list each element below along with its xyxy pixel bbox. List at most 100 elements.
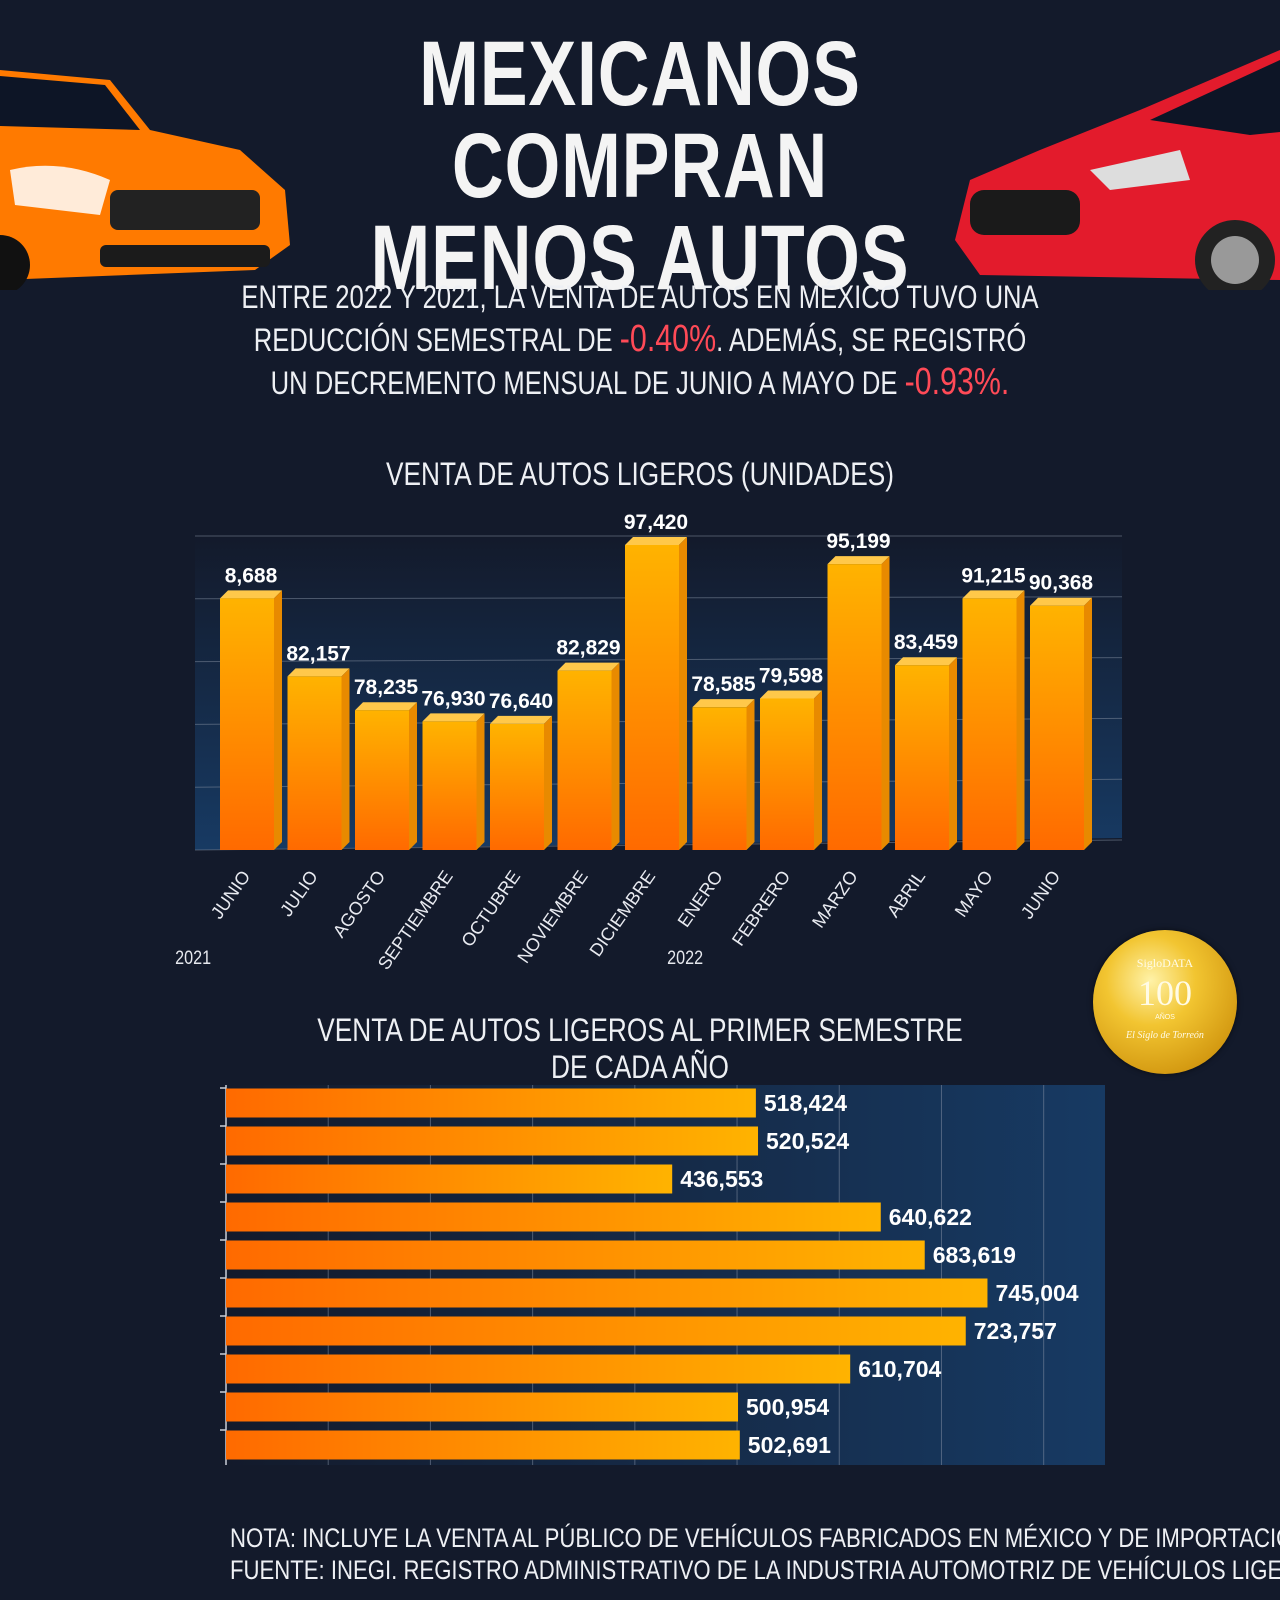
data-label: 500,954	[746, 1394, 829, 1420]
hbar	[226, 1430, 740, 1460]
bar-side-face	[409, 702, 417, 850]
data-label: 78,235	[354, 676, 419, 699]
bar-febrero	[760, 698, 814, 850]
semester-change-value: -0.40%	[619, 318, 717, 360]
year-label-2022: 2022	[667, 948, 704, 969]
hbar	[226, 1164, 673, 1194]
bar-side-face	[611, 662, 620, 850]
bar-junio	[220, 598, 274, 850]
hbar	[226, 1278, 988, 1308]
tick-label: JULIO	[276, 867, 322, 920]
bar-side-face	[341, 668, 350, 850]
bar-side-face	[476, 713, 485, 850]
data-label: 90,368	[1029, 572, 1094, 595]
tick-label: DICIEMBRE	[586, 867, 660, 960]
footer-source: FUENTE: INEGI. REGISTRO ADMINISTRATIVO D…	[230, 1555, 1280, 1585]
bar-top-face	[895, 657, 957, 666]
data-label: 745,004	[995, 1280, 1078, 1306]
bar-side-face	[679, 536, 687, 850]
intro-text: ENTRE 2022 Y 2021, LA VENTA DE AUTOS EN …	[241, 279, 1039, 403]
bar-top-face	[625, 536, 687, 545]
bar-septiembre	[422, 721, 477, 850]
footer-notes: NOTA: INCLUYE LA VENTA AL PÚBLICO DE VEH…	[230, 1522, 1280, 1586]
tick-label: JUNIO	[207, 867, 254, 923]
monthly-chart-title: VENTA DE AUTOS LIGEROS (UNIDADES)	[386, 456, 894, 492]
data-label: 78,585	[691, 673, 756, 696]
data-label: 518,424	[764, 1090, 847, 1116]
bar-abril	[895, 665, 949, 850]
data-label: 91,215	[961, 564, 1026, 587]
bar-noviembre	[557, 670, 612, 850]
bar-side-face	[814, 690, 822, 850]
tick-label: JUNIO	[1017, 867, 1064, 923]
tick-label: ABRIL	[883, 867, 929, 921]
data-label: 82,829	[556, 637, 620, 660]
tick-label: AGOSTO	[329, 867, 389, 941]
red-car-illustration	[955, 50, 1280, 290]
data-label: 83,459	[894, 631, 958, 654]
hbar	[226, 1354, 851, 1384]
data-label: 97,420	[624, 511, 688, 534]
tick-label: FEBRERO	[728, 867, 794, 950]
data-label: 95,199	[826, 530, 890, 553]
tick-label: NOVIEMBRE	[513, 867, 591, 967]
data-label: 8,688	[225, 564, 278, 587]
bar-top-face	[220, 590, 282, 599]
bar-side-face	[1016, 590, 1025, 850]
tick-label: ENERO	[674, 867, 727, 931]
tick-label: MAYO	[951, 867, 997, 921]
hbar	[226, 1316, 966, 1346]
bar-top-face	[962, 590, 1025, 599]
monthly-sales-bar-chart: 8,688JUNIO82,157JULIO78,235AGOSTO76,930S…	[194, 511, 1123, 970]
data-label: 82,157	[286, 642, 350, 665]
bar-marzo	[827, 564, 882, 850]
data-label: 76,930	[421, 687, 485, 710]
bar-side-face	[544, 715, 552, 850]
bar-top-face	[760, 690, 822, 699]
bar-side-face	[1084, 597, 1092, 850]
bar-mayo	[962, 598, 1017, 850]
bar-top-face	[827, 556, 890, 565]
bar-top-face	[422, 713, 485, 722]
hbar	[226, 1126, 759, 1156]
bar-top-face	[557, 662, 620, 671]
hbar	[226, 1240, 925, 1270]
page-title: MEXICANOS COMPRAN MENOS AUTOS	[370, 23, 910, 309]
bar-top-face	[355, 702, 417, 711]
bar-side-face	[881, 556, 890, 850]
tick-label: OCTUBRE	[457, 867, 524, 951]
hbar	[226, 1088, 756, 1118]
orange-car-illustration	[0, 70, 290, 290]
bar-side-face	[949, 657, 957, 850]
data-label: 502,691	[748, 1432, 831, 1458]
bar-top-face	[490, 715, 552, 724]
bar-side-face	[746, 699, 755, 850]
hbar	[226, 1392, 739, 1422]
data-label: 520,524	[766, 1128, 849, 1154]
bar-top-face	[287, 668, 350, 677]
anniversary-seal: SigloDATA 100 AÑOS El Siglo de Torreón	[1093, 930, 1237, 1074]
semester-chart-title: VENTA DE AUTOS LIGEROS AL PRIMER SEMESTR…	[317, 1012, 963, 1085]
bar-agosto	[355, 710, 409, 850]
data-label: 76,640	[489, 690, 553, 713]
data-label: 723,757	[974, 1318, 1057, 1344]
data-label: 640,622	[889, 1204, 972, 1230]
data-label: 683,619	[933, 1242, 1016, 1268]
tick-label: MARZO	[808, 867, 862, 932]
bar-diciembre	[625, 544, 679, 850]
hbar	[226, 1202, 881, 1232]
data-label: 79,598	[759, 664, 824, 687]
data-label: 610,704	[858, 1356, 941, 1382]
bar-octubre	[490, 723, 544, 850]
bar-julio	[287, 676, 342, 850]
bar-top-face	[692, 699, 755, 708]
bar-side-face	[274, 590, 282, 850]
data-label: 436,553	[680, 1166, 763, 1192]
bar-enero	[692, 707, 747, 850]
year-label-2021: 2021	[175, 948, 212, 969]
bar-top-face	[1030, 597, 1092, 606]
footer-note: NOTA: INCLUYE LA VENTA AL PÚBLICO DE VEH…	[230, 1523, 1280, 1553]
bar-junio	[1030, 605, 1084, 850]
monthly-change-value: -0.93%.	[904, 361, 1010, 403]
